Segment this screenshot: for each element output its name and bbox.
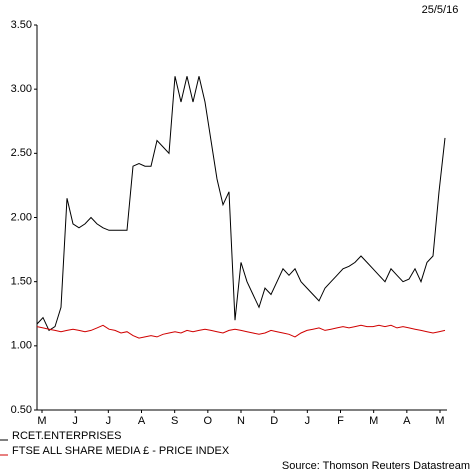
y-tick-label: 3.50: [11, 19, 32, 31]
legend-label: FTSE ALL SHARE MEDIA £ - PRICE INDEX: [12, 445, 230, 457]
x-tick-label: J: [305, 415, 311, 427]
x-tick-label: M: [435, 415, 444, 427]
x-tick-label: M: [369, 415, 378, 427]
y-tick-label: 3.00: [11, 83, 32, 95]
y-tick-label: 2.00: [11, 211, 32, 223]
x-tick-label: A: [403, 415, 411, 427]
x-tick-label: O: [204, 415, 213, 427]
x-tick-label: M: [37, 415, 46, 427]
x-tick-label: S: [171, 415, 178, 427]
series-line: [36, 76, 446, 332]
source-note: Source: Thomson Reuters Datastream: [282, 460, 470, 472]
y-tick-label: 2.50: [11, 147, 32, 159]
x-tick-label: F: [337, 415, 344, 427]
x-tick-label: J: [106, 415, 112, 427]
legend-label: RCET.ENTERPRISES: [12, 430, 121, 442]
x-tick-label: N: [237, 415, 245, 427]
x-tick-label: D: [270, 415, 278, 427]
x-tick-label: A: [138, 415, 146, 427]
chart-date: 25/5/16: [422, 4, 459, 16]
x-tick-label: J: [72, 415, 78, 427]
y-tick-label: 1.50: [11, 276, 32, 288]
series-line: [36, 324, 446, 339]
y-tick-label: 1.00: [11, 340, 32, 352]
y-tick-label: 0.50: [11, 404, 32, 416]
